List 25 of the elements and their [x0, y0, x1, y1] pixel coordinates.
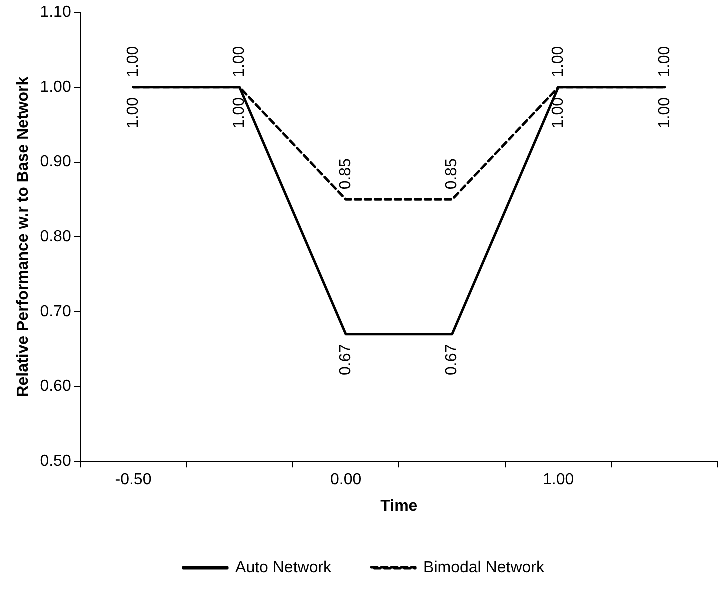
legend-label: Bimodal Network: [424, 559, 546, 576]
x-axis-title: Time: [380, 498, 418, 515]
data-label: 0.85: [444, 158, 461, 190]
data-label: 1.00: [231, 97, 248, 129]
data-label: 1.00: [124, 46, 142, 78]
y-tick-label: 1.00: [40, 78, 72, 96]
x-tick-label: 0.00: [330, 472, 362, 489]
y-tick-label: 0.60: [40, 378, 72, 396]
legend-label: Auto Network: [236, 559, 333, 576]
data-label: 1.00: [550, 46, 567, 78]
data-label: 1.00: [656, 46, 674, 78]
y-tick-label: 0.50: [40, 453, 72, 470]
x-tick-label: 1.00: [543, 472, 574, 489]
data-label: 0.67: [444, 344, 461, 376]
y-tick-label: 0.90: [40, 154, 72, 171]
data-label: 1.00: [124, 97, 142, 129]
data-label: 1.00: [231, 46, 248, 78]
x-tick-label: -0.50: [115, 472, 152, 489]
y-tick-label: 1.10: [40, 4, 72, 22]
y-tick-label: 0.70: [40, 303, 72, 320]
y-tick-label: 0.80: [40, 228, 72, 246]
data-label: 1.00: [656, 97, 674, 129]
data-label: 0.67: [337, 344, 354, 376]
data-label: 0.85: [337, 158, 354, 190]
y-axis-title: Relative Performance w.r to Base Network: [15, 76, 32, 398]
